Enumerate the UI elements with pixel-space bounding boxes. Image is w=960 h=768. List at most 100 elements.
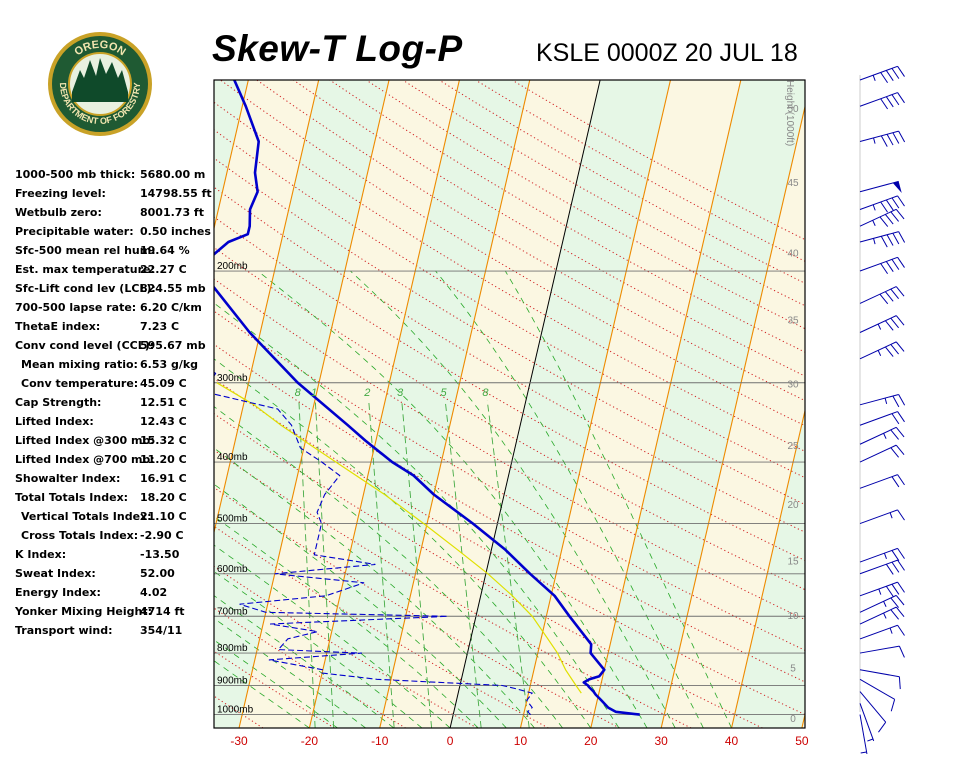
index-label: Lifted Index @300 mb: (15, 434, 155, 447)
index-row: Conv cond level (CCL): 595.67 mb (15, 339, 215, 358)
index-label: Freezing level: (15, 187, 106, 200)
index-row: Total Totals Index: 18.20 C (15, 491, 215, 510)
index-row: Freezing level: 14798.55 ft (15, 187, 215, 206)
index-row: Lifted Index @700 mb: 11.20 C (15, 453, 215, 472)
wind-barb (859, 92, 905, 110)
wind-barb (859, 509, 905, 525)
isotherm-band (239, 80, 460, 728)
temperature-tick-label: 50 (795, 734, 809, 748)
index-row: Lifted Index: 12.43 C (15, 415, 215, 434)
moist-adiabat (214, 660, 310, 728)
index-row: Mean mixing ratio: 6.53 g/kg (15, 358, 215, 377)
isotherm-line (308, 80, 460, 728)
plot-frame (213, 79, 806, 729)
index-row: Cap Strength: 12.51 C (15, 396, 215, 415)
dry-adiabat (214, 278, 805, 621)
index-value: 0.50 inches (140, 225, 211, 238)
index-row: Est. max temperature: 22.27 C (15, 263, 215, 282)
temperature-tick-label: -30 (230, 734, 248, 748)
mixing-ratio-label: 1 (311, 387, 317, 399)
moist-adiabat (214, 483, 507, 728)
temperature-tick-label: 40 (725, 734, 739, 748)
index-row: ThetaE index: 7.23 C (15, 320, 215, 339)
wind-barb (859, 547, 905, 563)
moist-adiabat (214, 639, 338, 728)
height-tick-label: 15 (787, 557, 799, 568)
wind-barb (859, 180, 902, 193)
logo-ground (72, 92, 128, 102)
temperature-tick-label: 20 (584, 734, 598, 748)
isotherm-band (379, 80, 601, 728)
isotherm-line (379, 80, 531, 728)
index-value: 824.55 mb (140, 282, 206, 295)
wind-barb (859, 444, 905, 463)
index-row: Precipitable water: 0.50 inches (15, 225, 215, 244)
index-label: Sweat Index: (15, 567, 96, 580)
temperature-tick-label: -20 (301, 734, 319, 748)
wind-barb (859, 624, 905, 640)
wind-barb (859, 208, 905, 227)
index-value: 8001.73 ft (140, 206, 204, 219)
wind-barb (859, 256, 905, 275)
mixing-ratio-label: 3 (397, 387, 404, 399)
isotherm-line (0, 80, 37, 728)
dry-adiabat (214, 216, 805, 562)
height-tick-label: 20 (787, 500, 799, 511)
index-value: 5680.00 m (140, 168, 206, 181)
index-label: Mean mixing ratio: (21, 358, 138, 371)
index-label: Lifted Index: (15, 415, 94, 428)
dry-adiabat (214, 486, 621, 728)
index-row: Sfc-Lift cond lev (LCL): 824.55 mb (15, 282, 215, 301)
plot-area (0, 80, 960, 728)
index-value: 16.91 C (140, 472, 187, 485)
station-time-label: KSLE 0000Z 20 JUL 18 (536, 39, 798, 67)
isotherm-line (590, 80, 742, 728)
wind-barb (859, 286, 905, 305)
index-value: 7.23 C (140, 320, 180, 333)
mixing-ratio-line (486, 400, 530, 728)
index-value: 11.20 C (140, 453, 187, 466)
dry-adiabat (256, 80, 805, 402)
wind-barb (859, 559, 905, 575)
index-label: Lifted Index @700 mb: (15, 453, 155, 466)
index-value: 12.51 C (140, 396, 187, 409)
temperature-tick-label: 30 (654, 734, 668, 748)
index-label: Sfc-Lift cond lev (LCL): (15, 282, 156, 295)
wind-barb (859, 65, 905, 84)
moist-adiabat (214, 617, 366, 728)
isotherm-line (214, 80, 320, 535)
mixing-ratio-label: 2 (363, 387, 370, 399)
index-value: 354/11 (140, 624, 183, 637)
pressure-label: 600mb (217, 564, 248, 575)
wind-barb (859, 426, 905, 445)
moist-adiabat (504, 270, 732, 728)
wind-barb (859, 645, 905, 658)
wind-barb (859, 594, 905, 613)
index-row: K Index: -13.50 (15, 548, 215, 567)
wind-barb (859, 231, 906, 248)
wind-barb (859, 669, 901, 690)
index-row: Sweat Index: 52.00 (15, 567, 215, 586)
wind-barb (859, 606, 905, 625)
wind-barb (859, 411, 905, 426)
index-label: Est. max temperature: (15, 263, 155, 276)
index-label: ThetaE index: (15, 320, 101, 333)
dry-adiabat (214, 377, 805, 716)
wind-barb (859, 474, 905, 489)
isotherm-line (660, 104, 805, 728)
parcel-trace (216, 382, 582, 694)
isotherm-band (520, 80, 741, 728)
isotherm-line (0, 80, 108, 728)
index-row: 1000-500 mb thick: 5680.00 m (15, 168, 215, 187)
index-value: 19.64 % (140, 244, 190, 257)
index-row: Conv temperature: 45.09 C (15, 377, 215, 396)
isotherm-line (872, 80, 960, 728)
pressure-label: 300mb (217, 373, 248, 384)
height-tick-label: 10 (787, 611, 799, 622)
dry-adiabat (329, 80, 805, 353)
isotherm-line (28, 80, 178, 728)
index-label: 1000-500 mb thick: (15, 168, 136, 181)
moist-adiabat (257, 270, 648, 728)
pressure-label: 400mb (217, 452, 248, 463)
moist-adiabat (350, 270, 676, 728)
